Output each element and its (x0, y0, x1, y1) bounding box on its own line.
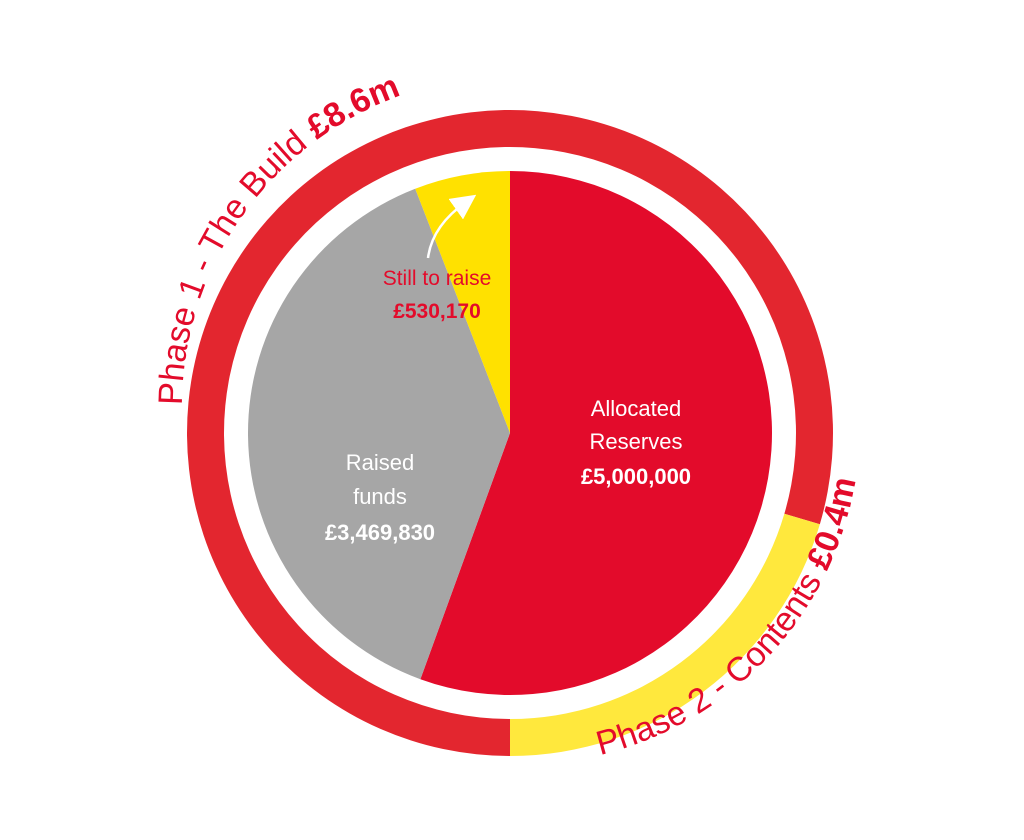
raised-funds-label-line2: funds (353, 484, 407, 509)
still-to-raise-label: Still to raise (383, 267, 492, 290)
pie-slice-still-to-raise (415, 171, 510, 433)
raised-funds-label-line1: Raised (346, 450, 414, 475)
raised-funds-value: £3,469,830 (325, 520, 435, 545)
allocated-reserves-label-line2: Reserves (590, 429, 683, 454)
phase-ring (187, 109, 834, 756)
allocated-reserves-value: £5,000,000 (581, 464, 691, 489)
pie-slice-allocated-reserves (420, 171, 772, 695)
funding-pie (247, 171, 772, 695)
pie-slice-raised-funds (247, 188, 511, 680)
allocated-reserves-label-line1: Allocated (591, 396, 682, 421)
ring-segment-phase-2-contents (510, 513, 820, 756)
curved-arrow-icon (426, 194, 477, 259)
still-to-raise-value: £530,170 (393, 300, 481, 323)
